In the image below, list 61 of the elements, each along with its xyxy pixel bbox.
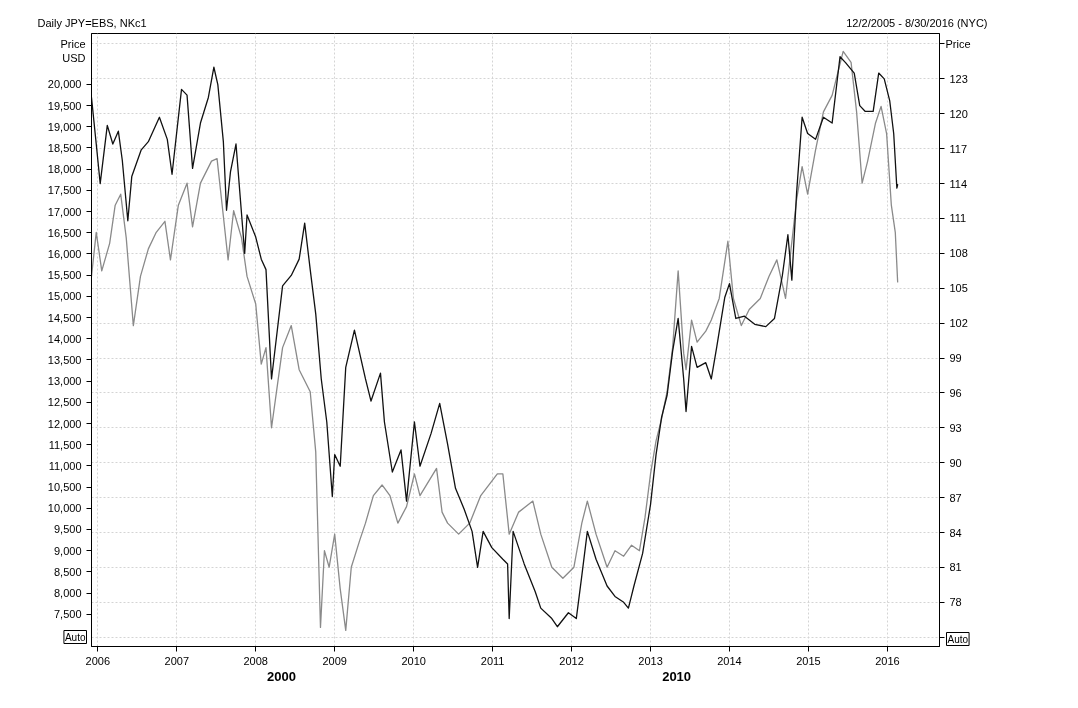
y-tick-label: 9,000 <box>53 544 82 557</box>
text: Auto <box>64 631 86 643</box>
x-tick-label: 2008 <box>243 654 268 667</box>
y-tick-label: 9,500 <box>53 523 82 536</box>
y2-tick-label: 123 <box>949 72 968 85</box>
text: 2000 <box>266 669 296 684</box>
x-tick-label: 2014 <box>717 654 742 667</box>
x-tick-label: 2009 <box>322 654 347 667</box>
y2-tick-label: 99 <box>949 352 962 365</box>
y2-tick-label: 87 <box>949 491 962 504</box>
y-tick-label: 17,500 <box>47 184 82 197</box>
chart-title: Daily JPY=EBS, NKc1 <box>37 16 147 29</box>
y-axis-title: Price USD <box>60 37 86 64</box>
y2-tick-label: 96 <box>949 386 962 399</box>
x-tick-label: 2007 <box>164 654 190 667</box>
y2-tick-label: 120 <box>949 107 968 120</box>
y2-axis-title: Price <box>945 37 971 50</box>
y2-tick-label: 90 <box>949 456 962 469</box>
y2-tick-label: 105 <box>949 282 968 295</box>
y-tick-label: 17,000 <box>47 205 82 218</box>
y-tick-label: 10,500 <box>47 481 82 494</box>
y2-tick-label: 81 <box>949 561 962 574</box>
x-tick-label: 2010 <box>401 654 426 667</box>
y2-tick-label: 84 <box>949 526 962 539</box>
y2-tick-label: 108 <box>949 247 968 260</box>
y-tick-label: 15,500 <box>47 269 82 282</box>
y2-tick-label: 111 <box>949 212 967 225</box>
y-tick-label: 13,500 <box>47 353 82 366</box>
y-tick-label: 14,500 <box>47 311 82 324</box>
y-tick-label: 12,500 <box>47 396 82 409</box>
y-tick-label: 11,500 <box>48 438 82 451</box>
x-tick-label: 2016 <box>875 654 900 667</box>
y-tick-label: 16,000 <box>47 247 82 260</box>
y-tick-label: 18,000 <box>47 163 82 176</box>
y2-tick-label: 78 <box>949 596 962 609</box>
y-tick-label: 13,000 <box>47 375 82 388</box>
y-tick-label: 15,000 <box>47 290 82 303</box>
y-tick-label: 12,000 <box>47 417 82 430</box>
y-tick-label: 16,500 <box>47 226 82 239</box>
x-tick-label: 2015 <box>796 654 821 667</box>
y-tick-label: 18,500 <box>47 141 82 154</box>
y-tick-label: 7,500 <box>53 608 82 621</box>
y-tick-label: 19,500 <box>47 99 82 112</box>
x-tick-label: 2006 <box>85 654 111 667</box>
y-tick-label: 20,000 <box>47 78 82 91</box>
y2-tick-label: 117 <box>949 142 968 155</box>
x-tick-label: 2011 <box>480 654 505 667</box>
x-tick-label: 2012 <box>559 654 584 667</box>
y2-tick-label: 93 <box>949 421 962 434</box>
y-tick-label: 8,000 <box>53 587 82 600</box>
text: Auto <box>947 633 969 645</box>
text: 2010 <box>662 669 692 684</box>
y-tick-label: 19,000 <box>47 120 82 133</box>
y-tick-label: 14,000 <box>47 332 82 345</box>
y2-tick-label: 114 <box>949 177 968 190</box>
x-tick-label: 2013 <box>638 654 663 667</box>
y-tick-label: 10,000 <box>47 502 82 515</box>
chart-subtitle: 12/2/2005 - 8/30/2016 (NYC) <box>846 16 988 29</box>
y-tick-label: 11,000 <box>48 459 82 472</box>
y2-tick-label: 102 <box>949 317 968 330</box>
y-tick-label: 8,500 <box>53 565 82 578</box>
